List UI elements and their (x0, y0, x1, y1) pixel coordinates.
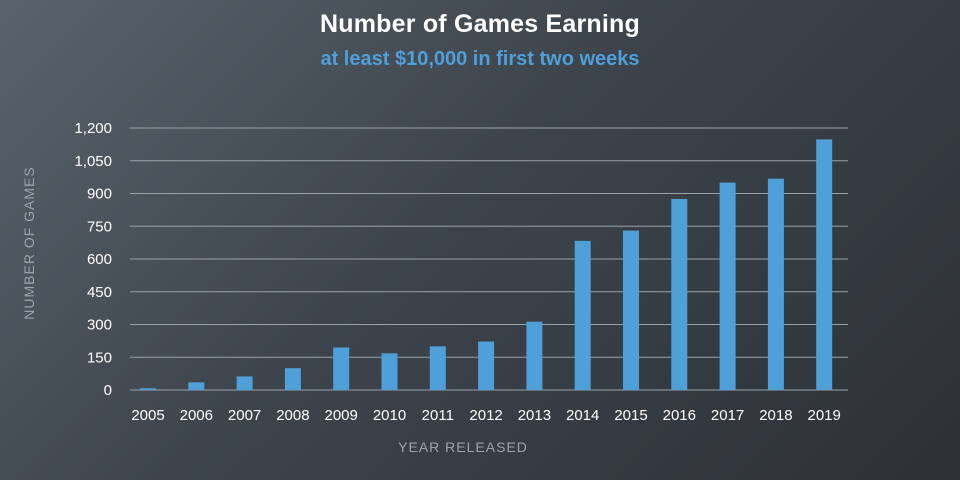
x-tick-label: 2007 (228, 407, 261, 424)
x-tick-label: 2005 (131, 407, 164, 424)
bar-2012 (478, 341, 495, 390)
y-tick-label: 750 (87, 218, 112, 235)
x-tick-label: 2006 (180, 407, 213, 424)
bars (140, 139, 833, 390)
x-axis-title: YEAR RELEASED (398, 439, 528, 455)
x-tick-label: 2011 (422, 407, 454, 424)
x-tick-label: 2019 (808, 407, 841, 424)
bar-2018 (767, 178, 784, 390)
chart-subtitle: at least $10,000 in first two weeks (320, 48, 640, 70)
bar-2010 (381, 353, 398, 390)
x-tick-label: 2015 (614, 407, 647, 424)
chart-title: Number of Games Earning (320, 10, 640, 38)
x-tick-label: 2013 (518, 407, 551, 424)
bar-2017 (719, 182, 736, 390)
bar-2006 (188, 382, 205, 390)
x-tick-label: 2017 (711, 407, 744, 424)
x-tick-labels: 2005 2006 2007 2008 2009 2010 2011 2012 2013 2014… (131, 407, 841, 424)
bar-2014 (574, 240, 591, 390)
bar-2015 (623, 230, 639, 390)
bar-2008 (284, 368, 301, 390)
y-tick-label: 0 (104, 382, 112, 399)
y-tick-label: 1,050 (74, 153, 112, 170)
y-tick-label: 150 (87, 349, 112, 366)
y-tick-label: 900 (87, 186, 112, 203)
y-axis-title: NUMBER OF GAMES (21, 166, 37, 319)
bar-2007 (236, 376, 253, 390)
x-tick-label: 2012 (469, 407, 502, 424)
bar-2011 (429, 346, 446, 390)
x-tick-label: 2018 (759, 407, 792, 424)
x-tick-label: 2008 (276, 407, 309, 424)
bar-2019 (816, 139, 833, 390)
bar-2016 (671, 198, 688, 390)
y-tick-label: 300 (87, 317, 112, 334)
bar-2009 (333, 347, 350, 390)
y-tick-label: 600 (87, 251, 112, 268)
x-tick-label: 2010 (373, 407, 406, 424)
y-tick-label: 450 (87, 284, 112, 301)
y-tick-label: 1,200 (74, 120, 112, 137)
y-tick-labels: 0 150 300 450 600 750 900 1,050 1,200 (74, 120, 112, 399)
x-tick-label: 2016 (663, 407, 696, 424)
bar-2005 (140, 388, 156, 390)
x-tick-label: 2009 (325, 407, 358, 424)
x-tick-label: 2014 (566, 407, 599, 424)
bar-2013 (526, 321, 543, 390)
